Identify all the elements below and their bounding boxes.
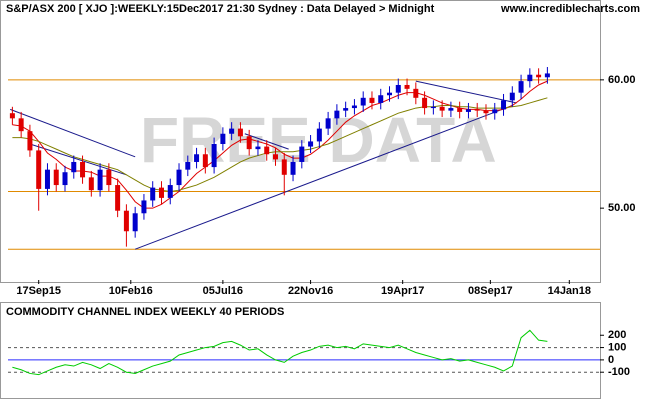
candle-body [430,106,436,109]
candle-body [106,169,112,186]
candle-body [483,110,489,114]
candle-body [439,106,445,111]
candle-body [316,128,322,142]
x-tick-label: 05Jul16 [203,285,243,297]
candle-body [185,161,191,170]
candle-body [202,154,208,168]
candle-body [115,185,121,211]
y-tick-label: 100 [608,341,626,353]
candle-body [176,169,182,186]
candle-body [27,131,33,151]
candle-body [404,84,410,89]
y-tick-label: 60.00 [608,74,636,86]
moving-average [12,97,548,192]
candle-body [518,81,524,93]
candle-body [150,187,156,201]
candle-body [80,161,86,178]
candle-body [71,161,77,173]
candle-body [509,92,515,101]
candle-body [36,150,42,189]
candle-body [422,97,428,109]
trend-line [415,80,517,104]
candle-body [237,128,243,137]
x-tick-label: 08Sep17 [468,285,513,297]
candle-body [141,200,147,214]
candle-body [334,110,340,119]
candle-body [527,74,533,82]
cci-line [12,329,548,376]
candle-body [290,161,296,175]
candle-body [536,74,542,78]
candle-body [97,169,103,191]
trend-line [10,108,136,158]
candle-body [158,187,164,198]
candle-body [395,84,401,93]
candle-body [9,113,15,119]
candle-body [369,97,375,103]
candle-body [220,133,226,144]
x-tick-label: 19Apr17 [381,285,424,297]
candle-body [132,213,138,232]
candle-body [194,154,200,162]
candle-body [44,169,50,189]
candle-body [325,118,331,129]
cci-title: COMMODITY CHANNEL INDEX WEEKLY 40 PERIOD… [6,306,284,318]
candle-body [299,146,305,162]
candle-body [53,169,59,186]
candle-body [501,100,507,110]
source: www.incrediblecharts.com [500,3,640,15]
candle-body [544,73,550,78]
candle-body [360,97,366,106]
candle-body [387,92,393,96]
price-panel [0,0,601,283]
candle-body [308,141,314,147]
candle-body [492,109,498,114]
y-tick-label: -100 [608,366,630,378]
candle-body [211,144,217,168]
chart-title: S&P/ASX 200 [ XJO ]:WEEKLY:15Dec2017 21:… [6,3,435,15]
candle-body [62,172,68,186]
candle-body [457,108,463,112]
x-tick-label: 22Nov16 [288,285,333,297]
candle-body [448,108,454,111]
candle-body [413,88,419,98]
y-tick-label: 200 [608,329,626,341]
candle-body [167,185,173,198]
candle-body [343,108,349,111]
candle-body [88,177,94,191]
candle-body [465,109,471,112]
candle-body [351,105,357,109]
candle-body [272,154,278,160]
candle-body [229,128,235,134]
cci-panel [0,302,601,399]
candle-body [264,146,270,155]
trend-line [134,105,513,250]
x-tick-label: 14Jan18 [548,285,591,297]
x-tick-label: 10Feb16 [109,285,153,297]
candle-body [281,159,287,175]
x-tick-label: 17Sep15 [16,285,61,297]
y-tick-label: 0 [608,354,614,366]
candle-body [255,146,261,150]
candle-body [378,95,384,103]
candle-body [246,136,252,150]
y-tick-label: 50.00 [608,202,636,214]
candle-body [18,118,24,132]
candle-body [123,210,129,232]
candle-body [474,109,480,111]
